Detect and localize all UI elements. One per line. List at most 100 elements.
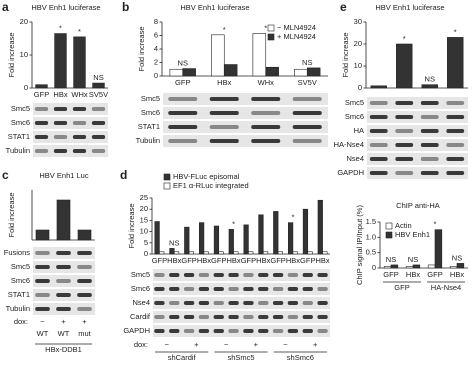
blot-band: [72, 121, 87, 125]
blot-band: [272, 301, 284, 305]
blot-band: [317, 329, 328, 333]
x-tick-label: HBx: [315, 256, 329, 265]
bar: [213, 225, 220, 255]
blot-band: [292, 111, 322, 115]
blot-band: [198, 287, 210, 291]
bar: [228, 229, 234, 255]
blot-band: [395, 143, 414, 147]
blot-band: [183, 315, 195, 319]
annotation: *: [454, 27, 457, 36]
bar: [449, 266, 458, 269]
blot-band: [258, 315, 269, 319]
panel-letter: d: [120, 168, 127, 182]
y-axis-label: Fold increase: [7, 192, 16, 237]
blot-band: [154, 287, 165, 291]
blot-band: [258, 287, 269, 291]
y-axis-label: Fold increase: [127, 203, 136, 248]
bar: [199, 222, 205, 255]
y-tick-label: 2: [154, 57, 158, 66]
blot-band: [446, 115, 465, 119]
blot-label: Smc6: [11, 276, 30, 285]
blot-band: [183, 287, 195, 291]
bar: [390, 264, 399, 269]
blot-band: [272, 315, 284, 319]
blot-band: [446, 143, 465, 147]
x-tick-label: HBx: [406, 270, 420, 279]
blot-band: [34, 107, 49, 111]
bar: [252, 33, 267, 77]
y-tick-label: 8: [154, 17, 158, 26]
blot-band: [35, 279, 50, 283]
x-tick-label: HBx: [226, 256, 240, 265]
y-tick-label: 15: [140, 215, 148, 224]
blot-band: [287, 329, 299, 333]
x-tick-label: GFP: [152, 256, 167, 265]
blot-label: Smc6: [141, 108, 160, 117]
group-label: shCardif: [168, 353, 197, 362]
x-tick-label: GFP: [211, 256, 226, 265]
x-row-value: −: [283, 340, 288, 349]
bar: [292, 251, 298, 255]
bar: [203, 251, 209, 255]
blot-band: [56, 307, 71, 311]
blot-band: [91, 135, 106, 139]
blot-band: [213, 287, 224, 291]
blot-label: HA: [354, 126, 364, 135]
x-row-label: dox:: [14, 317, 28, 326]
blot-band: [302, 287, 313, 291]
bar: [182, 68, 196, 77]
bar: [434, 229, 443, 269]
legend-label: − MLN4924: [277, 23, 316, 32]
blot-band: [395, 101, 414, 105]
bar: [273, 211, 279, 255]
blot-label: STAT1: [8, 290, 30, 299]
legend-label: + MLN4924: [277, 32, 316, 41]
blot-label: Tubulin: [6, 146, 30, 155]
blot-band: [77, 307, 92, 311]
blot-band: [154, 273, 165, 277]
blot-band: [287, 273, 299, 277]
blot-band: [77, 293, 92, 297]
bar: [188, 251, 194, 255]
bar: [383, 266, 392, 269]
chart-title: HBV Enh1 luciferase: [180, 3, 249, 12]
y-axis-label: ChIP signal IP/Input (%): [355, 205, 364, 285]
y-tick-label: 20: [140, 204, 148, 213]
bar: [421, 84, 438, 89]
y-tick-label: 0: [24, 83, 28, 92]
blot-band: [317, 273, 328, 277]
x-row-value: +: [254, 340, 259, 349]
bar: [218, 251, 224, 255]
blot-band: [369, 101, 388, 105]
legend-swatch: [385, 222, 393, 230]
bar: [258, 214, 264, 255]
blot-band: [169, 329, 180, 333]
blot-label: Smc6: [11, 118, 30, 127]
bar: [243, 224, 249, 255]
blot-band: [53, 121, 68, 125]
bar: [73, 36, 86, 89]
y-tick-label: 0: [358, 83, 362, 92]
panel-letter: b: [122, 0, 129, 14]
annotation: *: [434, 220, 437, 229]
blot-band: [168, 139, 198, 143]
annotation: *: [291, 213, 294, 222]
blot-band: [53, 107, 68, 111]
y-tick-label: 20: [354, 39, 362, 48]
bar: [306, 67, 321, 77]
panel-letter: a: [2, 0, 9, 14]
blot-background: [153, 269, 330, 281]
blot-background: [367, 139, 468, 151]
bar: [77, 229, 92, 241]
blot-band: [77, 279, 92, 283]
blot-band: [183, 329, 195, 333]
blot-band: [420, 115, 439, 119]
legend-swatch: [163, 173, 171, 181]
x-tick-label: GFP: [270, 256, 285, 265]
blot-background: [33, 103, 108, 115]
blot-band: [420, 143, 439, 147]
blot-band: [251, 97, 281, 101]
blot-band: [169, 273, 180, 277]
legend-swatch: [163, 182, 171, 190]
